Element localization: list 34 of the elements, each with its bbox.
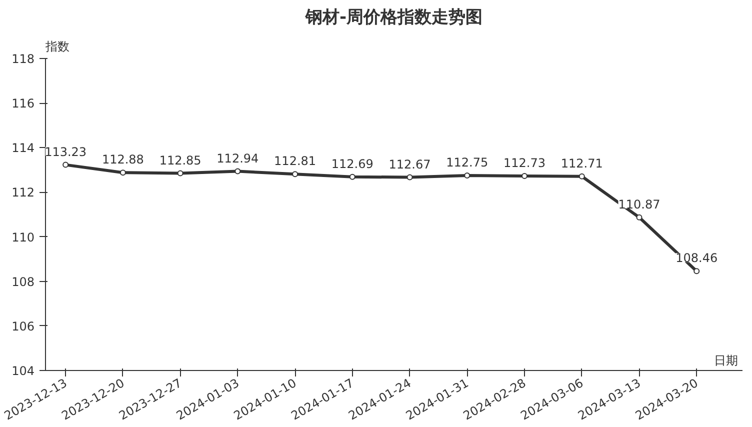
data-label: 112.88	[102, 152, 144, 167]
point	[349, 174, 356, 180]
data-label: 112.81	[274, 154, 316, 168]
data-label: 108.46	[676, 251, 718, 266]
point	[120, 170, 126, 176]
y-tick-label: 108	[12, 274, 34, 289]
data-label: 110.87	[618, 197, 660, 212]
point	[578, 173, 585, 180]
y-tick-label: 104	[12, 364, 34, 378]
data-label: 112.75	[446, 156, 488, 170]
y-tick-label: 112	[12, 186, 34, 200]
data-label: 112.73	[504, 156, 546, 170]
y-axis-title: 指数	[44, 40, 70, 54]
data-label: 113.23	[44, 144, 87, 159]
point	[62, 162, 69, 168]
y-tick-label: 110	[12, 230, 34, 244]
point	[177, 170, 184, 176]
point	[406, 174, 413, 180]
y-tick-label: 114	[12, 141, 34, 156]
data-label: 112.67	[388, 157, 431, 172]
data-label: 112.94	[216, 151, 259, 166]
point	[292, 171, 298, 178]
point	[464, 172, 470, 178]
point	[234, 168, 241, 174]
data-label: 112.85	[159, 153, 202, 168]
data-label: 112.69	[331, 156, 374, 171]
y-tick-label: 118	[12, 52, 34, 66]
x-axis-title: 日期	[714, 354, 738, 368]
point	[694, 268, 700, 274]
data-label: 112.71	[560, 156, 603, 170]
y-tick-label: 106	[12, 319, 34, 334]
point	[636, 214, 642, 220]
y-tick-label: 116	[12, 96, 34, 111]
chart-title: 钢材-周价格指数走势图	[304, 8, 483, 28]
